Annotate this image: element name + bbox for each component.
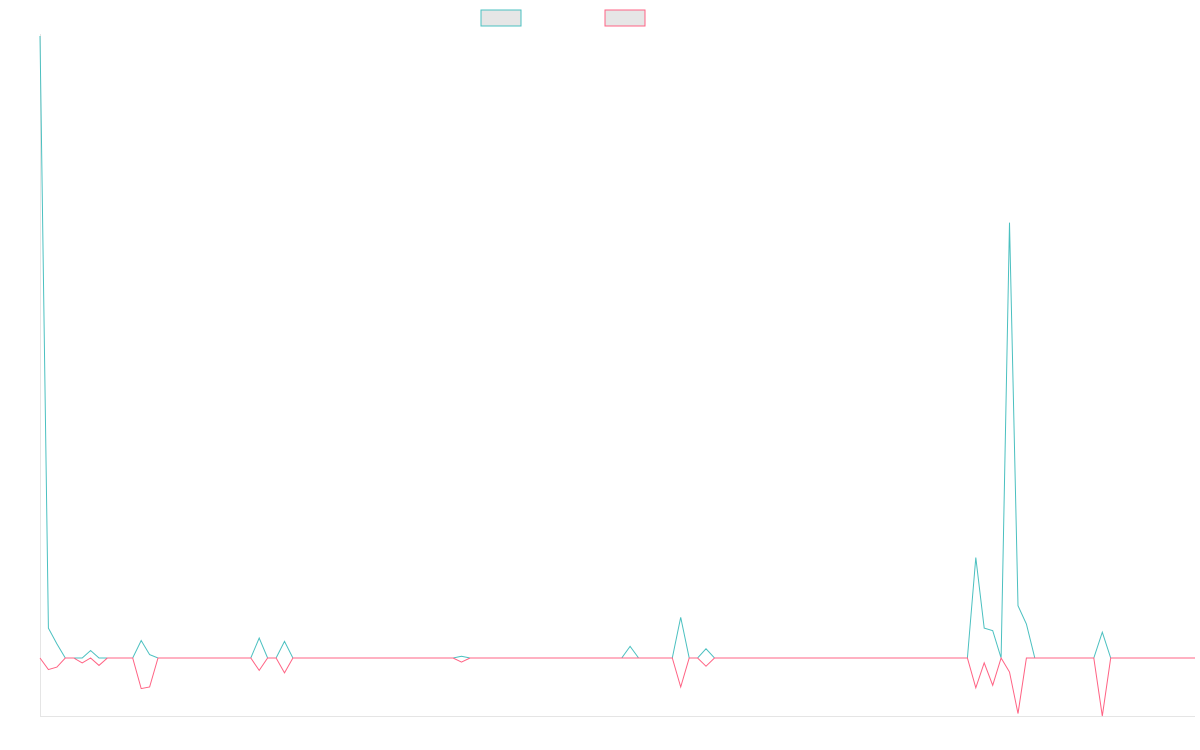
legend	[480, 9, 646, 27]
axes	[40, 34, 1195, 717]
legend-swatch-series-2[interactable]	[604, 9, 646, 27]
series-1-line	[39, 35, 1195, 659]
legend-swatch-series-1[interactable]	[480, 9, 522, 27]
series-2-line	[39, 656, 1195, 717]
series-layer	[39, 35, 1195, 717]
